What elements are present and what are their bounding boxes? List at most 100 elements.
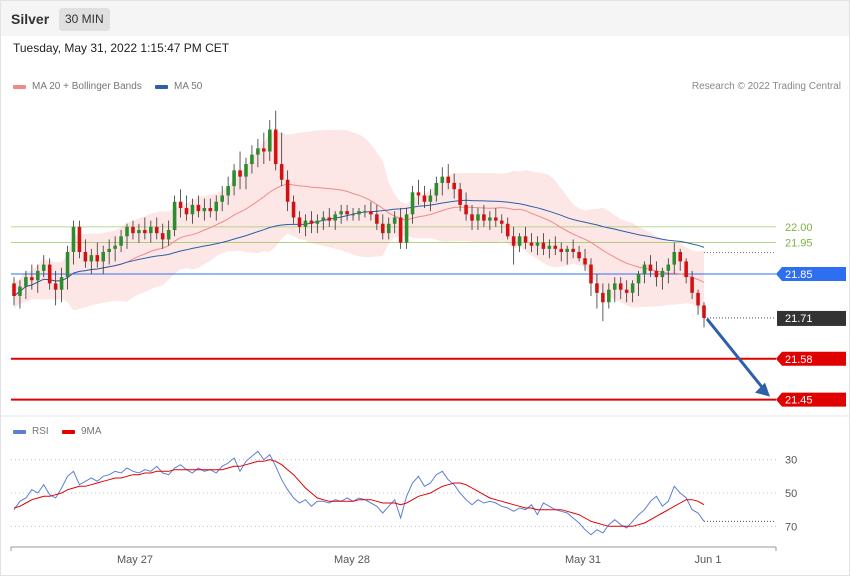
candle-body <box>232 170 236 187</box>
candle-body <box>30 277 34 281</box>
candle-body <box>446 176 451 183</box>
candle-body <box>636 273 641 284</box>
candle-body <box>315 220 320 224</box>
candle-body <box>89 255 94 262</box>
candle <box>553 236 558 256</box>
candle-body <box>476 214 480 221</box>
candle <box>208 198 213 218</box>
candle-body <box>547 245 552 249</box>
candle <box>250 145 254 174</box>
rsi-tick-label: 30 <box>785 455 797 467</box>
rsi-line <box>13 450 705 536</box>
candle-body <box>333 214 337 221</box>
candle <box>143 217 147 240</box>
candle <box>226 176 230 205</box>
ma9-label: 9MA <box>81 426 102 437</box>
candle-body <box>672 252 677 265</box>
candle-body <box>428 195 433 202</box>
candle-body <box>143 230 147 234</box>
candle <box>702 302 706 328</box>
candle <box>315 214 320 234</box>
candle <box>321 211 326 231</box>
candle <box>244 157 248 190</box>
x-axis-label: May 28 <box>334 554 370 566</box>
candle <box>196 195 201 218</box>
chart-header: Silver 30 MIN <box>1 1 849 36</box>
candle-body <box>559 248 564 252</box>
candle <box>511 226 516 265</box>
candle-body <box>410 192 415 215</box>
candle-body <box>375 214 379 224</box>
legend-rsi: RSI <box>13 426 49 437</box>
candle <box>541 233 546 256</box>
candle <box>279 132 284 187</box>
candle-body <box>166 230 171 240</box>
candle-body <box>41 264 46 271</box>
candle <box>690 270 694 300</box>
candle-body <box>226 186 230 196</box>
candle-body <box>553 245 558 249</box>
candle <box>232 164 236 196</box>
candle <box>101 245 106 274</box>
candle <box>41 255 46 278</box>
timeframe-badge[interactable]: 30 MIN <box>59 8 110 31</box>
candle-body <box>589 264 593 284</box>
candle-body <box>149 226 153 234</box>
candle-body <box>422 195 427 202</box>
candle-body <box>131 226 135 234</box>
candle-body <box>696 292 700 306</box>
candle-body <box>190 204 195 215</box>
candle <box>166 220 171 246</box>
candle-body <box>607 289 611 303</box>
candle <box>357 208 361 221</box>
candle-body <box>464 204 468 215</box>
candle-body <box>499 220 504 224</box>
candle <box>160 223 165 249</box>
ma50-swatch <box>155 84 168 89</box>
candle <box>499 214 504 234</box>
candle-body <box>654 270 659 278</box>
candle-body <box>113 245 117 249</box>
resistance-label: 21.95 <box>785 238 813 250</box>
candle <box>696 289 700 315</box>
candle <box>345 204 349 221</box>
candle <box>351 208 355 221</box>
candle <box>410 186 415 224</box>
candle <box>660 267 665 290</box>
candle <box>612 277 617 303</box>
legend-ma50: MA 50 <box>155 81 202 92</box>
candle-body <box>381 223 385 234</box>
forecast-arrow-shaft <box>705 317 766 391</box>
candle <box>285 170 290 212</box>
candle <box>95 242 100 268</box>
candle-body <box>339 211 343 215</box>
x-axis-label: Jun 1 <box>695 554 722 566</box>
candle-body <box>53 283 58 290</box>
candle-body <box>660 270 665 278</box>
rsi-panel: 70 50 30 <box>11 450 797 536</box>
bollinger-bands <box>14 129 704 314</box>
candle <box>154 217 159 240</box>
candle <box>30 264 34 290</box>
candle <box>131 220 135 240</box>
candle-body <box>220 195 224 202</box>
candle-body <box>256 148 260 155</box>
candles <box>12 110 706 328</box>
price-levels: 22.00 21.95 21.85 21.71 21.58 21.45 <box>11 222 846 407</box>
ma20-line <box>13 183 705 297</box>
candle <box>559 242 564 262</box>
candle-body <box>363 211 367 213</box>
candle <box>589 258 593 296</box>
candle-body <box>18 286 22 296</box>
candle <box>440 167 445 196</box>
rsi-label: RSI <box>32 426 49 437</box>
candle <box>547 239 552 259</box>
candle <box>464 192 468 221</box>
symbol-name: Silver <box>11 11 50 27</box>
candle <box>184 195 189 221</box>
candle-body <box>470 214 474 221</box>
candle-body <box>36 270 40 281</box>
candle-body <box>214 201 219 212</box>
candle <box>53 270 58 306</box>
